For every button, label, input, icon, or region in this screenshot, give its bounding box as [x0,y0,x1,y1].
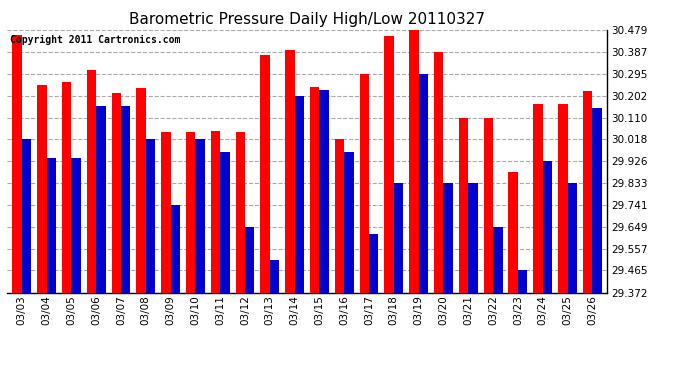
Title: Barometric Pressure Daily High/Low 20110327: Barometric Pressure Daily High/Low 20110… [129,12,485,27]
Bar [459,117,469,292]
Bar [493,227,502,292]
Bar [22,140,31,292]
Bar [434,52,444,292]
Bar [469,183,477,292]
Bar [369,234,379,292]
Bar [87,70,96,292]
Bar [509,172,518,292]
Bar [186,132,195,292]
Bar [583,92,592,292]
Bar [409,30,419,292]
Bar [47,158,56,292]
Bar [394,183,403,292]
Bar [533,105,543,292]
Bar [245,226,255,292]
Bar [195,140,205,292]
Bar [567,183,577,292]
Bar [518,270,527,292]
Bar [37,86,47,292]
Bar [444,183,453,292]
Bar [96,106,106,292]
Bar [543,161,552,292]
Bar [220,152,230,292]
Bar [335,140,344,292]
Bar [170,205,180,292]
Bar [285,50,295,292]
Bar [359,74,369,292]
Bar [384,36,394,292]
Bar [146,140,155,292]
Bar [235,132,245,292]
Bar [558,105,567,292]
Bar [592,108,602,292]
Text: Copyright 2011 Cartronics.com: Copyright 2011 Cartronics.com [10,35,180,45]
Bar [137,88,146,292]
Bar [62,82,71,292]
Bar [344,152,354,292]
Bar [419,74,428,292]
Bar [112,93,121,292]
Bar [484,117,493,292]
Bar [260,55,270,292]
Bar [319,90,329,292]
Bar [310,87,319,292]
Bar [270,260,279,292]
Bar [161,132,170,292]
Bar [71,158,81,292]
Bar [211,130,220,292]
Bar [121,106,130,292]
Bar [12,34,22,292]
Bar [295,96,304,292]
